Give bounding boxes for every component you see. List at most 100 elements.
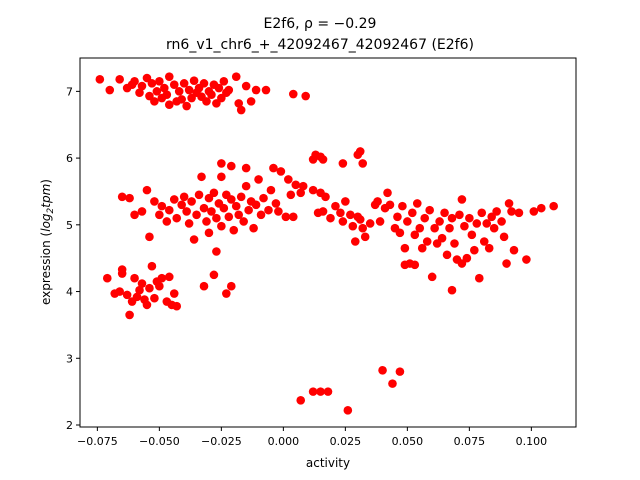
data-point-39 bbox=[219, 77, 229, 86]
data-point-161 bbox=[417, 243, 427, 253]
y-axis-label: expression (log2tpm) bbox=[39, 179, 56, 305]
data-point-237 bbox=[316, 387, 325, 396]
data-point-152 bbox=[400, 243, 410, 253]
data-point-48 bbox=[261, 85, 271, 95]
data-point-92 bbox=[241, 181, 251, 191]
data-point-56 bbox=[145, 232, 154, 242]
x-tick-label-2: −0.025 bbox=[201, 435, 242, 448]
data-point-37 bbox=[214, 83, 224, 93]
data-point-2 bbox=[115, 75, 124, 84]
data-point-213 bbox=[130, 273, 139, 283]
data-point-96 bbox=[251, 200, 261, 210]
data-point-157 bbox=[410, 230, 420, 240]
data-point-113 bbox=[217, 159, 226, 168]
data-point-86 bbox=[226, 195, 236, 204]
data-point-51 bbox=[117, 192, 127, 202]
x-tick-label-5: 0.050 bbox=[392, 435, 424, 448]
y-axis-label-sub: 2 bbox=[46, 207, 56, 213]
y-axis-label-tpm: tpm bbox=[39, 184, 53, 208]
data-point-223 bbox=[155, 281, 164, 291]
data-point-7 bbox=[137, 81, 147, 91]
data-point-140 bbox=[360, 232, 370, 242]
data-point-173 bbox=[447, 213, 457, 223]
data-point-230 bbox=[199, 281, 209, 291]
x-tick-label-4: 0.025 bbox=[330, 435, 362, 448]
data-point-236 bbox=[308, 387, 318, 396]
data-point-54 bbox=[137, 207, 147, 216]
y-tick-label-3: 5 bbox=[66, 219, 73, 232]
data-point-168 bbox=[435, 217, 444, 226]
y-tick-label-5: 7 bbox=[66, 85, 73, 98]
data-point-183 bbox=[472, 219, 482, 228]
data-point-195 bbox=[504, 199, 514, 208]
data-point-146 bbox=[383, 188, 392, 198]
data-point-204 bbox=[457, 259, 467, 268]
data-point-235 bbox=[296, 396, 306, 405]
data-point-41 bbox=[224, 85, 234, 95]
data-point-122 bbox=[355, 147, 365, 156]
data-point-89 bbox=[234, 210, 244, 220]
y-axis-label-log: log bbox=[39, 213, 53, 232]
data-point-74 bbox=[202, 217, 211, 226]
data-point-144 bbox=[375, 217, 385, 226]
data-point-71 bbox=[194, 190, 204, 200]
data-point-182 bbox=[470, 245, 479, 255]
data-point-199 bbox=[522, 255, 531, 264]
data-point-79 bbox=[212, 213, 221, 223]
data-point-70 bbox=[192, 210, 201, 220]
data-point-110 bbox=[291, 180, 301, 190]
data-point-128 bbox=[321, 192, 330, 202]
data-point-172 bbox=[445, 223, 454, 233]
data-point-27 bbox=[189, 76, 199, 85]
data-point-90 bbox=[236, 192, 246, 202]
data-point-147 bbox=[385, 200, 395, 210]
data-point-77 bbox=[207, 207, 216, 216]
data-point-219 bbox=[145, 283, 154, 293]
data-point-15 bbox=[160, 83, 169, 93]
data-point-109 bbox=[288, 212, 298, 222]
data-point-160 bbox=[415, 223, 425, 233]
data-point-46 bbox=[246, 97, 256, 106]
data-point-100 bbox=[264, 205, 273, 215]
data-point-150 bbox=[395, 228, 405, 238]
y-tick-label-4: 6 bbox=[66, 152, 73, 165]
data-point-114 bbox=[226, 161, 236, 171]
data-point-169 bbox=[437, 233, 447, 243]
x-axis-ticks: −0.075 −0.050 −0.025 0.000 0.025 0.050 0.075 0.… bbox=[77, 427, 547, 448]
data-point-55 bbox=[142, 185, 152, 195]
data-point-0 bbox=[95, 75, 105, 84]
data-point-135 bbox=[348, 221, 358, 231]
data-point-65 bbox=[179, 192, 189, 202]
data-point-162 bbox=[420, 213, 430, 223]
data-point-52 bbox=[125, 193, 134, 203]
data-point-5 bbox=[130, 77, 139, 86]
data-point-190 bbox=[489, 223, 499, 233]
y-axis-label-suffix: ) bbox=[39, 179, 53, 184]
data-point-13 bbox=[155, 77, 164, 86]
data-point-188 bbox=[484, 243, 494, 253]
data-point-229 bbox=[172, 301, 182, 311]
data-point-132 bbox=[338, 217, 348, 226]
data-point-149 bbox=[393, 212, 402, 222]
data-point-180 bbox=[465, 213, 474, 223]
data-point-107 bbox=[284, 175, 293, 184]
data-point-83 bbox=[219, 203, 229, 213]
data-point-34 bbox=[207, 90, 216, 99]
data-point-176 bbox=[455, 210, 464, 220]
data-point-120 bbox=[338, 159, 348, 168]
data-point-215 bbox=[135, 285, 144, 295]
data-point-64 bbox=[177, 200, 186, 210]
data-point-231 bbox=[209, 270, 219, 280]
data-point-221 bbox=[150, 293, 159, 303]
data-point-49 bbox=[288, 89, 298, 99]
data-point-22 bbox=[177, 95, 186, 104]
data-point-234 bbox=[212, 247, 221, 256]
data-point-105 bbox=[276, 167, 286, 176]
data-point-185 bbox=[477, 208, 487, 218]
y-axis-ticks: 2 3 4 5 6 7 bbox=[66, 85, 80, 432]
data-point-32 bbox=[202, 97, 211, 106]
data-point-239 bbox=[343, 406, 353, 415]
data-point-198 bbox=[514, 208, 524, 218]
